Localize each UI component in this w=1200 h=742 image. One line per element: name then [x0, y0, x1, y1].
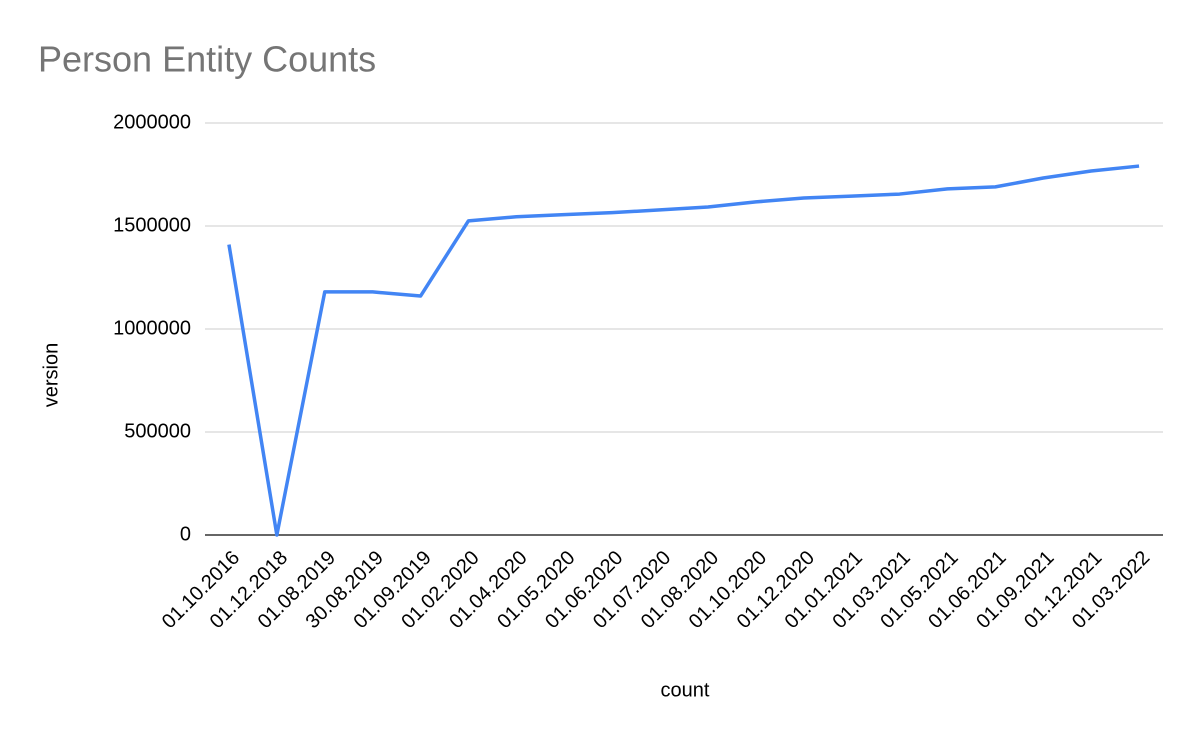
y-tick-label: 1000000: [113, 317, 191, 339]
chart-title: Person Entity Counts: [38, 39, 376, 80]
y-axis-label: version: [40, 343, 62, 407]
x-axis-label: count: [661, 679, 710, 701]
y-tick-label: 0: [180, 523, 191, 545]
y-tick-label: 1500000: [113, 214, 191, 236]
y-tick-label: 2000000: [113, 111, 191, 133]
line: [227, 164, 1140, 537]
y-tick-label: 500000: [124, 420, 191, 442]
